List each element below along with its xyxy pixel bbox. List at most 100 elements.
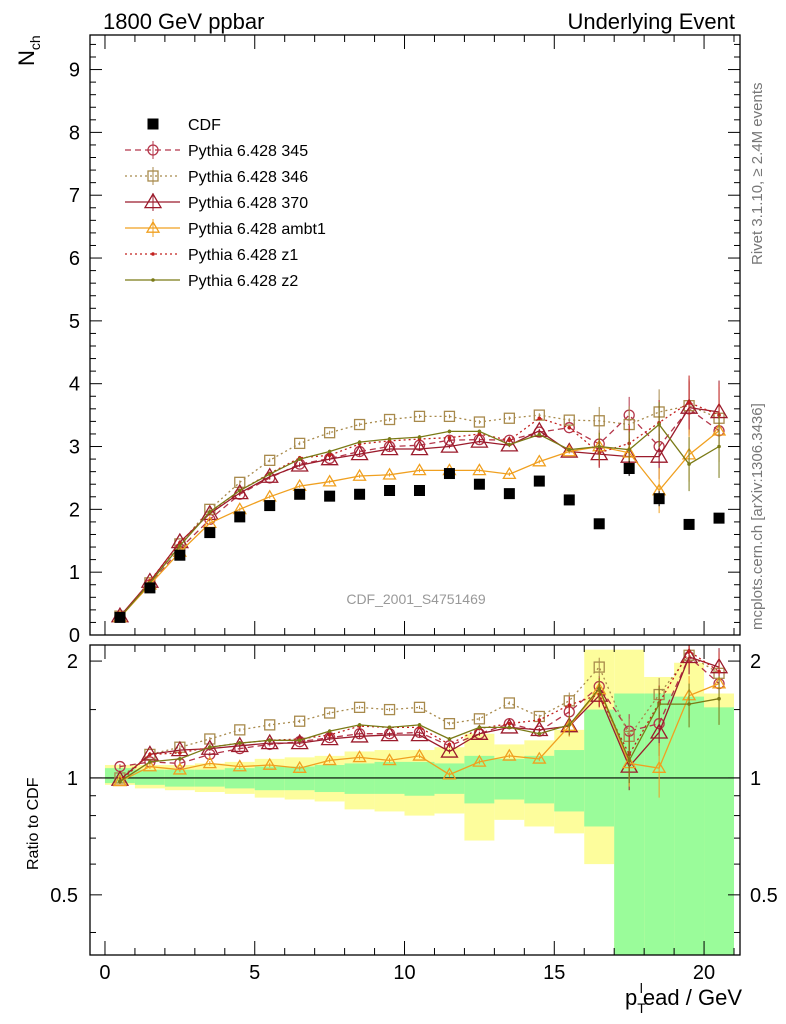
point-z2: [447, 429, 452, 434]
point-z1: [687, 400, 691, 405]
point-cdf: [533, 475, 545, 487]
xlabel-sup: l: [640, 980, 643, 996]
point-z2: [537, 432, 542, 437]
ratio-point-p370: [260, 733, 279, 750]
ratio-point-z2: [327, 729, 332, 733]
ratio-ytick-label-right: 0.5: [750, 885, 778, 907]
point-p346: [413, 410, 426, 423]
ratio-point-z2: [627, 758, 631, 763]
ratio-point-z1: [447, 742, 452, 747]
ratio-point-z1: [507, 721, 512, 726]
point-p345: [563, 422, 575, 434]
ratio-ytick-label: 2: [67, 651, 78, 673]
ratio-ylabel: Ratio to CDF: [25, 777, 42, 870]
point-z2: [327, 449, 332, 454]
point-p346: [473, 416, 486, 428]
ratio-xtick-label: 10: [393, 962, 415, 984]
point-cdf: [713, 512, 725, 524]
legend-item-p345: Pythia 6.428 345: [125, 141, 308, 160]
point-cdf: [324, 490, 336, 502]
point-p346: [593, 415, 605, 427]
point-z2: [387, 437, 392, 441]
xlabel-rest: ead / GeV: [643, 985, 742, 1010]
ratio-point-p370: [320, 729, 339, 746]
point-cdf: [623, 463, 635, 475]
ratio-point-p370: [440, 742, 459, 758]
point-p346: [234, 476, 246, 488]
top-ylabel-sub: ch: [27, 35, 43, 50]
header-left: 1800 GeV ppbar: [103, 9, 264, 34]
ratio-data-group: [90, 645, 740, 955]
point-ambt1: [322, 474, 337, 487]
ratio-point-p345: [294, 736, 306, 748]
ratio-point-z2: [237, 741, 242, 745]
green-band: [404, 761, 435, 796]
ratio-point-p370: [649, 723, 669, 739]
point-p370: [500, 435, 519, 452]
legend-label-cdf: CDF: [188, 117, 221, 134]
green-band: [134, 769, 165, 785]
ratio-point-ambt1: [172, 762, 187, 775]
legend-marker-p346: [147, 170, 159, 182]
point-ambt1: [382, 467, 397, 480]
xlabel-sub: T: [637, 1000, 646, 1016]
ratio-point-z2: [118, 779, 122, 784]
point-z2: [627, 447, 631, 452]
ratio-ytick-label: 1: [67, 768, 78, 790]
ratio-panel: 0.5 0.51 12 20 5 10 15 20: [50, 644, 778, 984]
ratio-point-ambt1: [322, 753, 337, 766]
point-z1: [567, 425, 572, 430]
ratio-point-p370: [170, 740, 189, 757]
ratio-point-ambt1: [532, 751, 547, 764]
point-p346: [563, 414, 575, 426]
point-z2: [178, 543, 182, 548]
ratio-point-ambt1: [412, 748, 427, 761]
ratio-point-z2: [148, 760, 152, 764]
legend-item-z1: Pythia 6.428 z1: [125, 247, 298, 264]
ratio-point-z1: [567, 703, 572, 707]
green-band: [494, 758, 525, 800]
point-ambt1: [532, 454, 547, 467]
ratio-point-ambt1: [292, 760, 307, 773]
ratio-point-z1: [717, 669, 721, 674]
point-p346: [323, 427, 336, 439]
xlabel-p: p: [625, 985, 637, 1010]
ratio-point-z2: [537, 731, 542, 736]
point-cdf: [294, 488, 306, 500]
ratio-point-z1: [148, 752, 152, 757]
ratio-point-ambt1: [202, 756, 217, 769]
point-cdf: [264, 500, 276, 512]
ratio-point-ambt1: [472, 754, 487, 767]
point-z2: [208, 510, 212, 514]
point-p370: [410, 439, 429, 456]
ratio-point-z1: [417, 725, 422, 730]
point-cdf: [653, 493, 665, 505]
point-z2: [237, 488, 242, 493]
ratio-point-z2: [507, 725, 512, 730]
top-ytick-label: 2: [69, 499, 80, 521]
green-band: [704, 707, 735, 955]
legend-label-z2: Pythia 6.428 z2: [188, 273, 298, 290]
point-cdf: [234, 511, 246, 523]
ratio-ytick-label-right: 2: [750, 651, 761, 673]
ratio-point-p370: [410, 725, 429, 742]
top-ytick-label: 4: [69, 374, 80, 396]
ratio-point-z1: [537, 718, 542, 722]
ratio-point-ambt1: [112, 774, 128, 787]
point-p370: [230, 483, 249, 500]
ratio-point-z1: [687, 649, 691, 654]
point-z1: [507, 438, 512, 443]
series-line-p345: [119, 407, 720, 617]
ratio-point-p346: [353, 701, 366, 714]
legend: CDF Pythia 6.428 345 Pythia 6.428 346 Pythi…: [125, 117, 326, 290]
point-ambt1: [472, 463, 487, 476]
point-p370: [470, 432, 489, 448]
legend-item-ambt1: Pythia 6.428 ambt1: [125, 219, 326, 238]
point-z1: [477, 432, 482, 436]
ratio-xtick-label: 15: [543, 962, 565, 984]
point-cdf: [683, 518, 695, 530]
legend-marker-z2: [151, 278, 155, 282]
ratio-ytick-label-right: 1: [750, 768, 761, 790]
point-z2: [357, 440, 362, 444]
ratio-frame: [89, 644, 741, 956]
